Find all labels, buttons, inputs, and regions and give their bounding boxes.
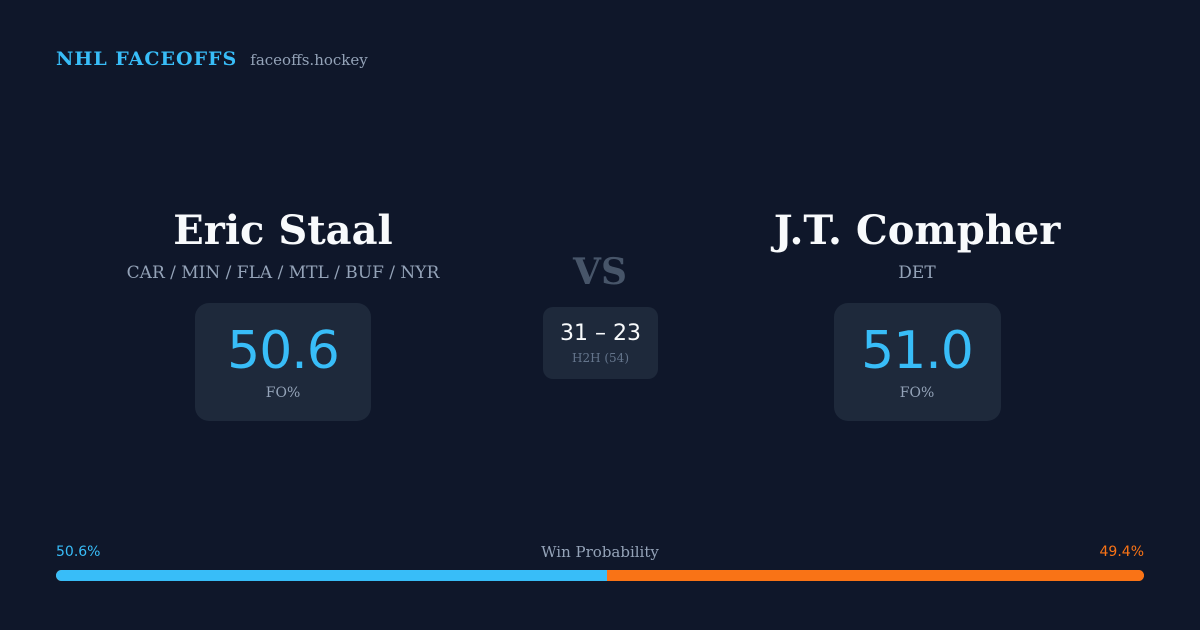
win-probability-bar-left	[56, 570, 607, 581]
player-right-panel: J.T. Compher DET 51.0 FO%	[707, 205, 1127, 421]
h2h-card: 31 – 23 H2H (54)	[543, 307, 658, 379]
player-right-fo-value: 51.0	[861, 321, 974, 381]
win-probability-bar-right	[606, 570, 1144, 581]
player-right-name: J.T. Compher	[773, 207, 1061, 254]
player-right-fo-label: FO%	[899, 385, 935, 401]
player-left-fo-value: 50.6	[227, 321, 340, 381]
brand-url[interactable]: faceoffs.hockey	[250, 51, 368, 69]
player-left-teams: CAR / MIN / FLA / MTL / BUF / NYR	[126, 263, 440, 283]
win-probability-bar	[56, 570, 1144, 581]
player-right-fo-card: 51.0 FO%	[833, 303, 1001, 421]
brand-name[interactable]: NHL FACEOFFS	[56, 48, 238, 70]
brand: NHL FACEOFFS faceoffs.hockey	[56, 48, 368, 70]
h2h-label: H2H (54)	[571, 351, 629, 365]
player-left-fo-label: FO%	[265, 385, 301, 401]
win-probability-right-label: 49.4%	[1099, 544, 1144, 560]
win-probability-title: Win Probability	[541, 543, 659, 561]
h2h-score: 31 – 23	[560, 321, 641, 346]
player-left-fo-card: 50.6 FO%	[195, 303, 371, 421]
player-right-teams: DET	[898, 263, 936, 283]
player-left-name: Eric Staal	[173, 207, 393, 254]
vs-label: VS	[573, 251, 627, 293]
win-probability-left-label: 50.6%	[56, 544, 101, 560]
player-left-panel: Eric Staal CAR / MIN / FLA / MTL / BUF /…	[73, 205, 493, 421]
